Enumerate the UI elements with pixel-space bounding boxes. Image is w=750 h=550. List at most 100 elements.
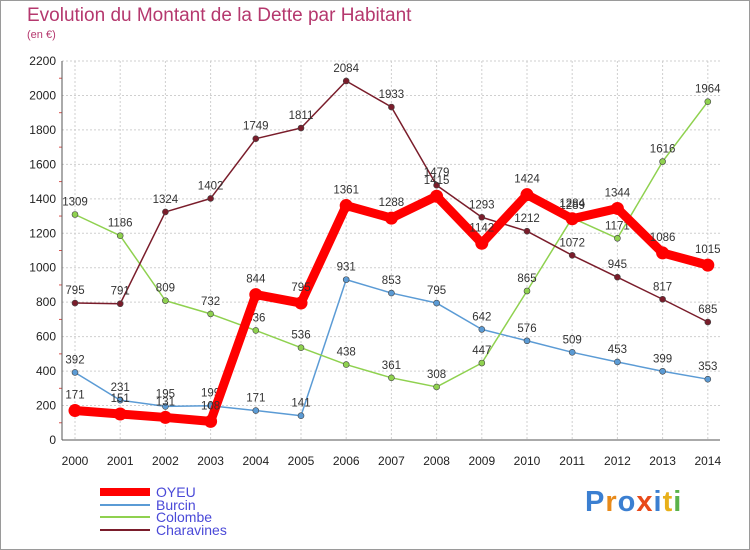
data-label-colombe: 1616 bbox=[650, 144, 676, 156]
data-point-charavines bbox=[704, 318, 712, 326]
data-point-colombe bbox=[252, 327, 260, 334]
data-point-oyeu bbox=[610, 201, 624, 215]
data-label-oyeu: 1415 bbox=[424, 175, 450, 187]
data-point-burcin bbox=[116, 396, 124, 404]
data-point-colombe bbox=[297, 344, 305, 351]
data-label-oyeu: 151 bbox=[111, 393, 130, 405]
data-point-colombe bbox=[433, 383, 440, 391]
data-point-oyeu bbox=[520, 188, 534, 202]
data-label-colombe: 732 bbox=[201, 296, 220, 308]
data-label-colombe: 536 bbox=[291, 330, 310, 342]
data-point-oyeu bbox=[68, 404, 82, 418]
data-label-charavines: 1933 bbox=[379, 89, 405, 101]
data-label-oyeu: 1142 bbox=[469, 222, 494, 234]
logo-letter: t bbox=[662, 486, 674, 518]
data-label-colombe: 1309 bbox=[62, 196, 88, 208]
data-label-burcin: 931 bbox=[337, 262, 356, 274]
data-point-charavines bbox=[659, 295, 666, 303]
data-label-charavines: 1072 bbox=[559, 237, 585, 249]
x-tick-label: 2009 bbox=[468, 454, 495, 468]
data-label-charavines: 1749 bbox=[243, 121, 269, 133]
x-tick-label: 2011 bbox=[559, 454, 585, 468]
data-label-charavines: 685 bbox=[698, 304, 717, 316]
data-point-oyeu bbox=[430, 189, 444, 203]
data-label-colombe: 438 bbox=[337, 347, 356, 359]
data-point-burcin bbox=[71, 369, 79, 376]
data-point-oyeu bbox=[656, 246, 670, 260]
x-tick-label: 2007 bbox=[378, 454, 405, 468]
x-tick-label: 2012 bbox=[604, 454, 631, 468]
data-point-oyeu bbox=[158, 410, 172, 424]
data-label-oyeu: 1015 bbox=[695, 244, 721, 256]
data-point-oyeu bbox=[565, 212, 579, 226]
data-label-oyeu: 108 bbox=[201, 400, 220, 412]
legend-swatch bbox=[100, 528, 150, 531]
y-tick-label: 1800 bbox=[29, 123, 56, 137]
legend-item-charavines: Charavines bbox=[100, 521, 227, 538]
y-tick-label: 1000 bbox=[29, 261, 56, 275]
data-point-charavines bbox=[252, 135, 260, 142]
data-point-burcin bbox=[614, 358, 621, 366]
data-label-burcin: 795 bbox=[427, 285, 446, 297]
data-label-burcin: 195 bbox=[156, 388, 175, 400]
x-tick-label: 2008 bbox=[423, 454, 450, 468]
legend-label: Charavines bbox=[156, 521, 227, 538]
legend-label: Burcin bbox=[156, 496, 196, 513]
y-tick-label: 200 bbox=[36, 399, 56, 413]
data-point-colombe bbox=[207, 310, 214, 318]
data-point-colombe bbox=[162, 297, 169, 304]
logo-letter: i bbox=[673, 486, 683, 518]
chart-title: Evolution du Montant de la Dette par Hab… bbox=[27, 5, 412, 26]
x-tick-label: 2002 bbox=[152, 454, 179, 468]
data-label-charavines: 1212 bbox=[514, 213, 540, 225]
x-tick-label: 2013 bbox=[649, 454, 676, 468]
data-point-oyeu bbox=[113, 407, 127, 421]
data-point-burcin bbox=[342, 276, 350, 283]
y-tick-label: 1200 bbox=[29, 226, 56, 240]
data-point-colombe bbox=[478, 359, 486, 367]
data-point-burcin bbox=[704, 375, 712, 383]
logo-letter: r bbox=[605, 486, 618, 518]
data-point-oyeu bbox=[339, 199, 353, 213]
data-point-charavines bbox=[568, 252, 576, 259]
logo-letter: x bbox=[636, 486, 654, 518]
data-label-burcin: 141 bbox=[291, 398, 310, 410]
data-label-burcin: 392 bbox=[65, 354, 84, 366]
data-point-colombe bbox=[116, 232, 124, 239]
data-point-oyeu bbox=[701, 258, 715, 272]
y-tick-label: 1400 bbox=[29, 192, 56, 206]
proxiti-logo: Proxiti bbox=[585, 486, 682, 519]
logo-letter: i bbox=[653, 486, 663, 518]
data-label-oyeu: 1284 bbox=[559, 198, 585, 210]
legend-swatch bbox=[100, 516, 150, 519]
data-label-colombe: 809 bbox=[156, 283, 175, 295]
data-label-charavines: 945 bbox=[608, 259, 627, 271]
data-label-charavines: 1479 bbox=[424, 167, 450, 179]
chart-unit: (en €) bbox=[27, 29, 56, 41]
y-tick-label: 800 bbox=[36, 295, 56, 309]
x-tick-label: 2005 bbox=[288, 454, 315, 468]
logo-letter: P bbox=[585, 486, 606, 518]
data-point-charavines bbox=[297, 124, 305, 132]
data-point-charavines bbox=[207, 195, 214, 202]
data-label-oyeu: 131 bbox=[156, 396, 175, 408]
data-label-oyeu: 795 bbox=[291, 282, 310, 294]
data-label-burcin: 642 bbox=[472, 311, 491, 323]
data-point-colombe bbox=[388, 374, 395, 382]
data-point-charavines bbox=[614, 273, 621, 281]
data-label-charavines: 791 bbox=[111, 286, 130, 298]
data-label-colombe: 1171 bbox=[605, 220, 630, 232]
data-point-burcin bbox=[433, 299, 440, 307]
y-tick-label: 2200 bbox=[29, 54, 56, 68]
legend-item-colombe: Colombe bbox=[100, 509, 227, 525]
data-label-oyeu: 1361 bbox=[333, 185, 359, 197]
legend-label: Colombe bbox=[156, 509, 213, 525]
data-point-colombe bbox=[614, 234, 621, 242]
legend-label: OYEU bbox=[156, 484, 196, 500]
x-tick-label: 2000 bbox=[62, 454, 89, 468]
data-label-burcin: 853 bbox=[382, 275, 401, 287]
data-label-oyeu: 171 bbox=[65, 390, 84, 402]
data-point-colombe bbox=[71, 211, 79, 218]
